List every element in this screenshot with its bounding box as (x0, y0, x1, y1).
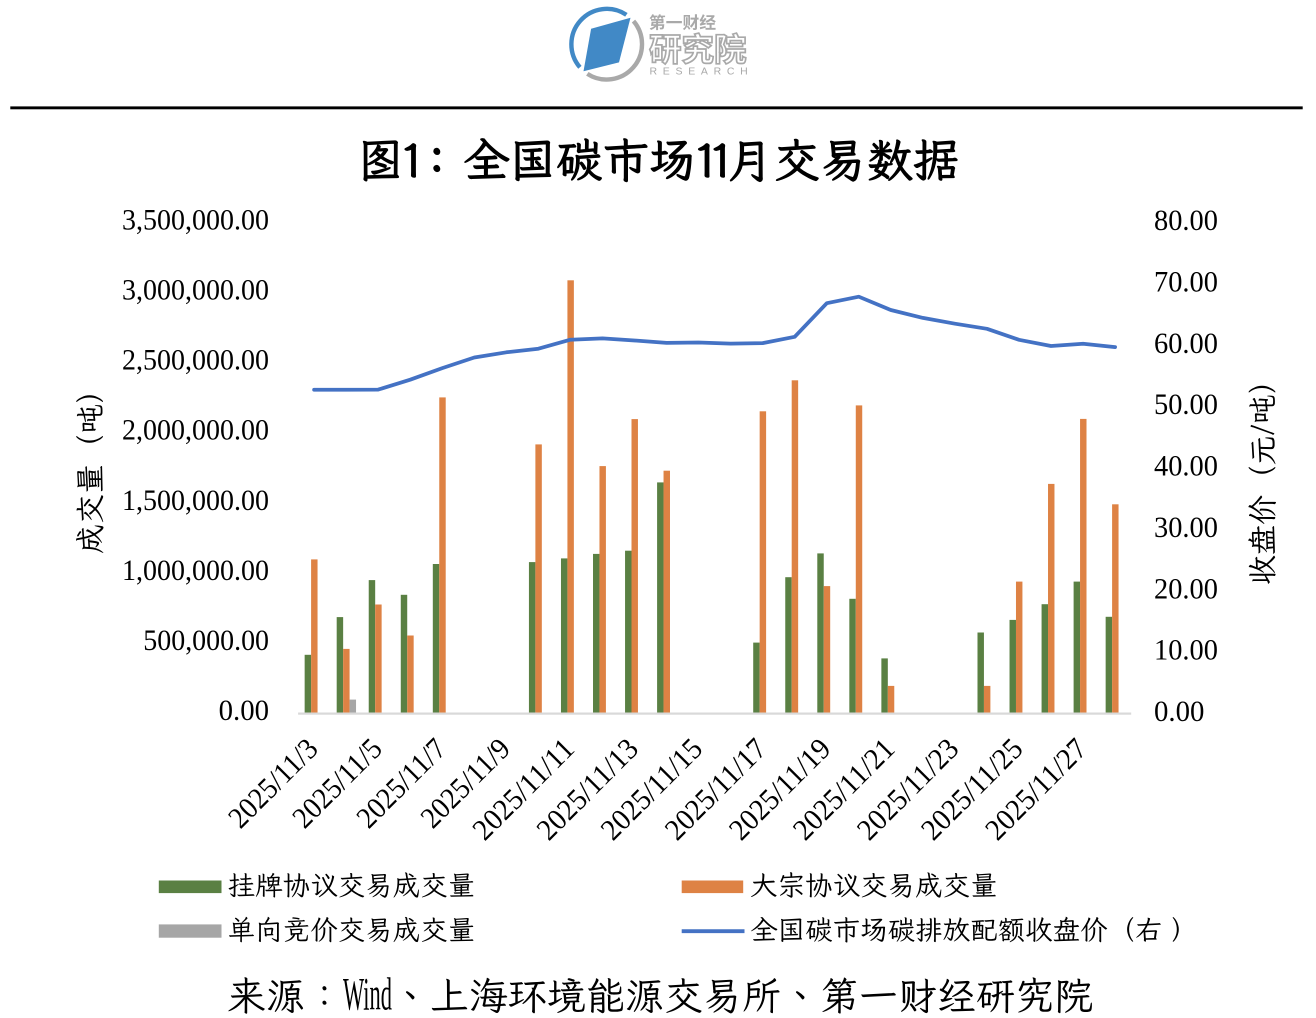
svg-text:1,500,000.00: 1,500,000.00 (122, 484, 269, 517)
svg-text:0.00: 0.00 (219, 694, 269, 727)
svg-text:70.00: 70.00 (1154, 266, 1218, 299)
svg-text:40.00: 40.00 (1154, 450, 1218, 483)
svg-text:1,000,000.00: 1,000,000.00 (122, 554, 269, 587)
svg-text:50.00: 50.00 (1154, 388, 1218, 421)
svg-text:80.00: 80.00 (1154, 204, 1218, 237)
svg-text:Wind: Wind (343, 970, 392, 1018)
svg-text:0.00: 0.00 (1154, 695, 1204, 728)
svg-text:2,500,000.00: 2,500,000.00 (122, 344, 269, 377)
svg-text:30.00: 30.00 (1154, 511, 1218, 544)
svg-text:3,500,000.00: 3,500,000.00 (122, 203, 269, 236)
svg-text:60.00: 60.00 (1154, 327, 1218, 360)
svg-text:2,000,000.00: 2,000,000.00 (122, 414, 269, 447)
svg-text:RESEARCH: RESEARCH (650, 66, 754, 78)
svg-text:20.00: 20.00 (1154, 572, 1218, 605)
svg-text:10.00: 10.00 (1154, 634, 1218, 667)
svg-text:3,000,000.00: 3,000,000.00 (122, 274, 269, 307)
svg-text:500,000.00: 500,000.00 (143, 624, 269, 657)
